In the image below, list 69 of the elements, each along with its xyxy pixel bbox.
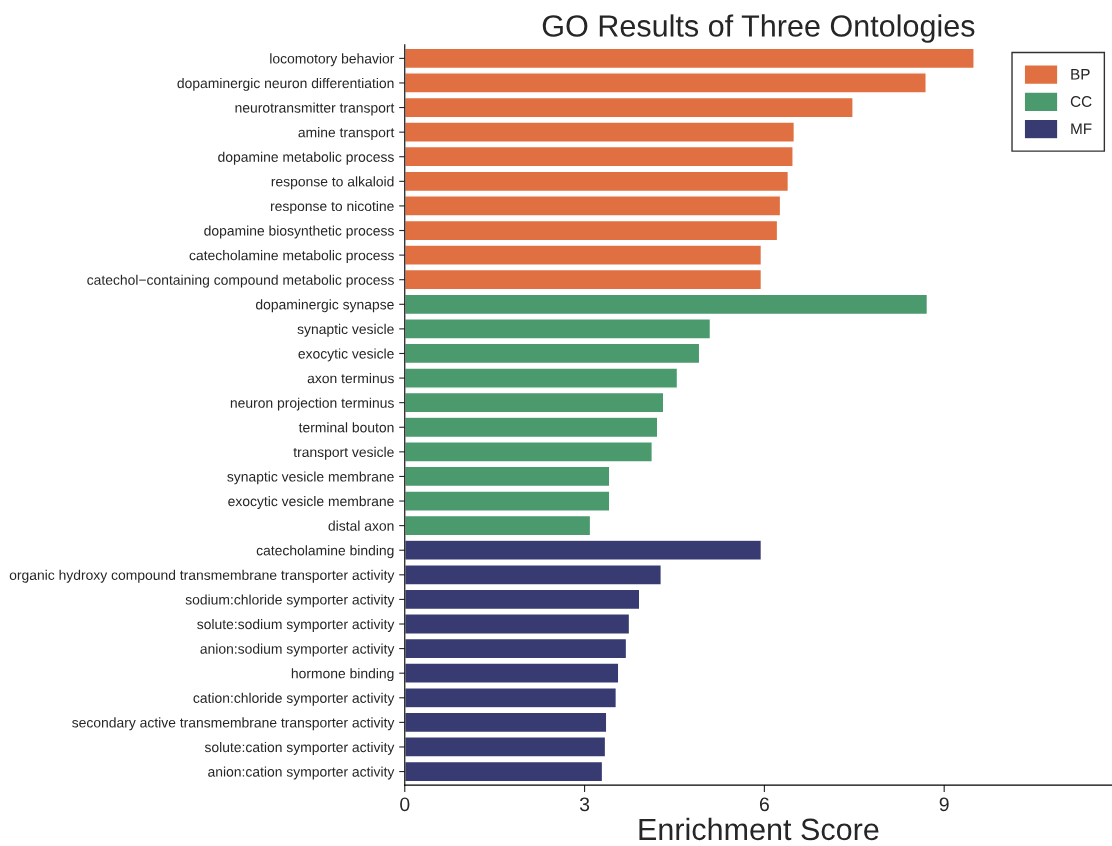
bar — [404, 318, 712, 340]
x-tick-label: 9 — [939, 797, 949, 812]
bar — [404, 145, 794, 168]
y-tick-label: hormone binding — [291, 668, 394, 682]
y-tick-label: neurotransmitter transport — [235, 102, 395, 116]
y-tick-label: amine transport — [298, 127, 395, 141]
bar — [404, 47, 975, 70]
bar — [404, 711, 608, 734]
x-axis-title: Enrichment Score — [639, 817, 879, 841]
bar — [404, 441, 653, 463]
y-tick-label: sodium:chloride symporter activity — [185, 594, 395, 608]
bar — [404, 539, 763, 562]
y-tick-label: catecholamine metabolic process — [189, 250, 394, 264]
bar — [404, 121, 796, 143]
y-tick-label: locomotory behavior — [270, 53, 395, 67]
y-tick-label: synaptic vesicle membrane — [227, 471, 394, 485]
y-tick-label: response to nicotine — [270, 200, 394, 214]
y-tick-label: cation:chloride symporter activity — [193, 692, 395, 706]
bar — [404, 465, 611, 488]
x-tick-label: 0 — [400, 797, 410, 812]
legend-label: BP — [1071, 69, 1090, 80]
bar — [404, 637, 628, 660]
bar — [404, 613, 631, 635]
bar — [404, 736, 607, 758]
x-tick-label: 3 — [579, 797, 590, 812]
y-tick-label: anion:sodium symporter activity — [200, 643, 395, 657]
y-tick-label: dopamine metabolic process — [218, 151, 394, 165]
bar — [404, 195, 782, 217]
y-tick-label: distal axon — [328, 520, 394, 531]
bar — [404, 367, 679, 389]
y-tick-label: catechol−containing compound metabolic process — [87, 274, 394, 288]
bar — [404, 760, 604, 783]
y-tick-label: exocytic vesicle membrane — [228, 496, 394, 509]
y-tick-label: organic hydroxy compound transmembrane transporter activity — [9, 569, 395, 583]
y-tick-label: terminal bouton — [298, 422, 394, 433]
y-tick-label: secondary active transmembrane transporter activity — [72, 717, 395, 731]
y-tick-label: axon terminus — [307, 373, 394, 384]
bar — [404, 293, 929, 316]
bar — [404, 170, 790, 193]
y-tick-label: synaptic vesicle — [297, 323, 394, 337]
chart-title: GO Results of Three Ontologies — [542, 14, 975, 43]
bar — [404, 268, 763, 291]
y-tick-label: solute:sodium symporter activity — [197, 618, 395, 632]
bar — [404, 72, 927, 94]
y-tick-label: dopamine biosynthetic process — [204, 225, 394, 239]
bar — [404, 244, 763, 266]
bar — [404, 96, 854, 119]
y-tick-label: neuron projection terminus — [230, 397, 394, 411]
y-tick-label: dopaminergic synapse — [255, 299, 394, 313]
y-tick-label: response to alkaloid — [271, 176, 394, 190]
bar — [404, 687, 618, 709]
y-tick-label: dopaminergic neuron differentiation — [177, 77, 394, 91]
bar — [404, 514, 592, 537]
y-tick-label: solute:cation symporter activity — [204, 741, 395, 755]
x-tick-label: 6 — [759, 797, 769, 812]
y-tick-label: anion:cation symporter activity — [208, 766, 395, 780]
bar — [404, 490, 611, 512]
bar — [404, 588, 641, 611]
bar — [404, 391, 665, 414]
y-tick-label: catecholamine binding — [256, 545, 394, 559]
bar — [404, 219, 779, 242]
legend-label: MF — [1071, 123, 1092, 135]
bar — [404, 564, 662, 586]
bar — [404, 662, 620, 684]
bar — [404, 416, 659, 439]
y-tick-label: exocytic vesicle — [298, 348, 394, 362]
bar — [404, 342, 701, 365]
legend-label: CC — [1070, 96, 1092, 107]
y-tick-label: transport vesicle — [293, 446, 394, 460]
